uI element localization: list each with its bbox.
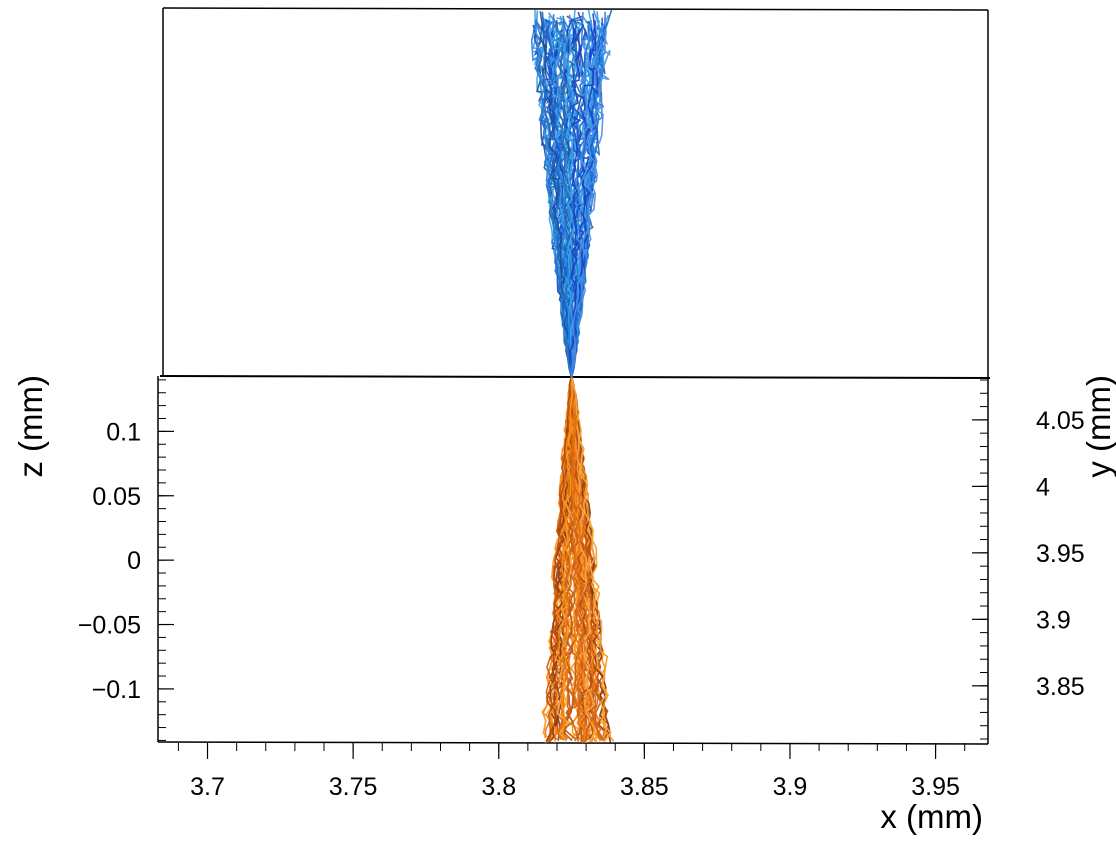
z-tick-label: 0 — [127, 547, 141, 575]
lower-track-69 — [570, 375, 612, 743]
x-tick-label: 3.95 — [911, 773, 960, 801]
upper-track-group — [530, 9, 613, 378]
z-tick-label: −0.1 — [92, 676, 141, 704]
y-right-tick-label: 3.85 — [1036, 673, 1085, 701]
y-right-tick-label: 4 — [1036, 473, 1050, 501]
upper-pad-frame — [162, 7, 989, 378]
upper-track-58 — [570, 22, 591, 378]
upper-track-62 — [541, 11, 573, 378]
upper-track-68 — [569, 27, 583, 377]
z-tick-label: −0.05 — [78, 612, 141, 640]
y-right-tick-label: 4.05 — [1036, 407, 1085, 435]
lower-track-65 — [559, 375, 573, 741]
y-axis-right-title: y (mm) — [1080, 375, 1116, 478]
x-tick-label: 3.7 — [190, 773, 225, 801]
upper-track-32 — [570, 27, 603, 378]
z-axis-title: z (mm) — [12, 375, 49, 478]
upper-track-53 — [570, 14, 610, 378]
x-tick-label: 3.75 — [329, 773, 378, 801]
z-axis: 0.1 0.05 0 −0.05 −0.1 — [78, 379, 174, 741]
y-axis-right: 4.05 4 3.95 3.9 3.85 — [972, 379, 1085, 740]
x-axis-title: x (mm) — [880, 798, 983, 835]
x-tick-label: 3.9 — [773, 773, 808, 801]
y-right-tick-label: 3.9 — [1036, 606, 1071, 634]
upper-track-64 — [530, 18, 573, 378]
lower-track-61 — [570, 375, 598, 743]
x-axis: 3.7 3.75 3.8 3.85 3.9 3.95 — [177, 743, 966, 801]
lower-pad-frame — [157, 376, 989, 745]
x-tick-label: 3.8 — [481, 773, 516, 801]
lower-track-67 — [549, 375, 573, 738]
lower-track-60 — [570, 375, 593, 741]
lower-track-64 — [570, 375, 587, 743]
y-right-tick-label: 3.95 — [1036, 540, 1085, 568]
upper-track-69 — [570, 16, 592, 378]
lower-track-group — [541, 375, 615, 744]
lower-track-45 — [570, 375, 598, 742]
x-tick-label: 3.85 — [620, 773, 669, 801]
z-tick-label: 0.1 — [106, 418, 141, 446]
lower-track-68 — [546, 375, 573, 742]
z-tick-label: 0.05 — [92, 483, 141, 511]
lower-track-42 — [562, 375, 576, 740]
pad-divider — [159, 375, 991, 379]
